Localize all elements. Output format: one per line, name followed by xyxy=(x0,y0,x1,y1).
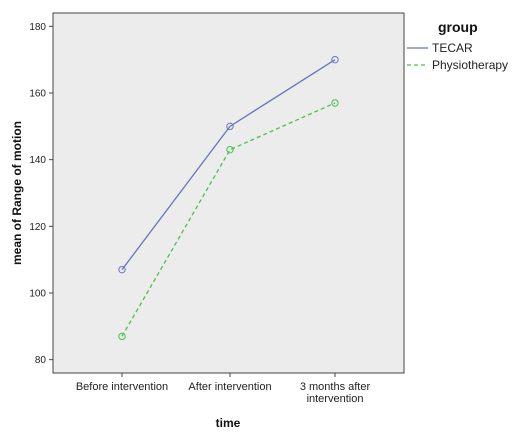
x-tick-label: 3 months after intervention xyxy=(300,381,371,405)
plot-area xyxy=(53,13,404,373)
x-tick-label: After intervention xyxy=(188,381,271,393)
legend-label-physiotherapy: Physiotherapy xyxy=(432,58,508,72)
x-tick-label-line: Before intervention xyxy=(76,381,168,393)
y-tick-label: 140 xyxy=(29,155,46,166)
x-tick-label: Before intervention xyxy=(76,381,168,393)
legend-title: group xyxy=(438,19,478,35)
legend-label-tecar: TECAR xyxy=(432,41,473,55)
x-axis-ticks: Before intervention After intervention 3 m… xyxy=(76,373,371,405)
legend: group TECAR Physiotherapy xyxy=(407,19,508,72)
x-tick-label-line: After intervention xyxy=(188,381,271,393)
legend-items: TECAR Physiotherapy xyxy=(407,41,508,72)
x-tick-label-line: 3 months after xyxy=(300,381,371,393)
x-axis-title: time xyxy=(216,416,241,429)
y-tick-label: 180 xyxy=(29,22,46,33)
y-tick-label: 80 xyxy=(35,355,47,366)
y-axis-title: mean of Range of motion xyxy=(10,121,24,265)
x-tick-label-line: intervention xyxy=(307,393,364,405)
y-tick-label: 120 xyxy=(29,222,46,233)
y-axis-ticks: 80 100 120 140 160 180 xyxy=(29,22,53,366)
y-tick-label: 100 xyxy=(29,289,46,300)
y-tick-label: 160 xyxy=(29,89,46,100)
